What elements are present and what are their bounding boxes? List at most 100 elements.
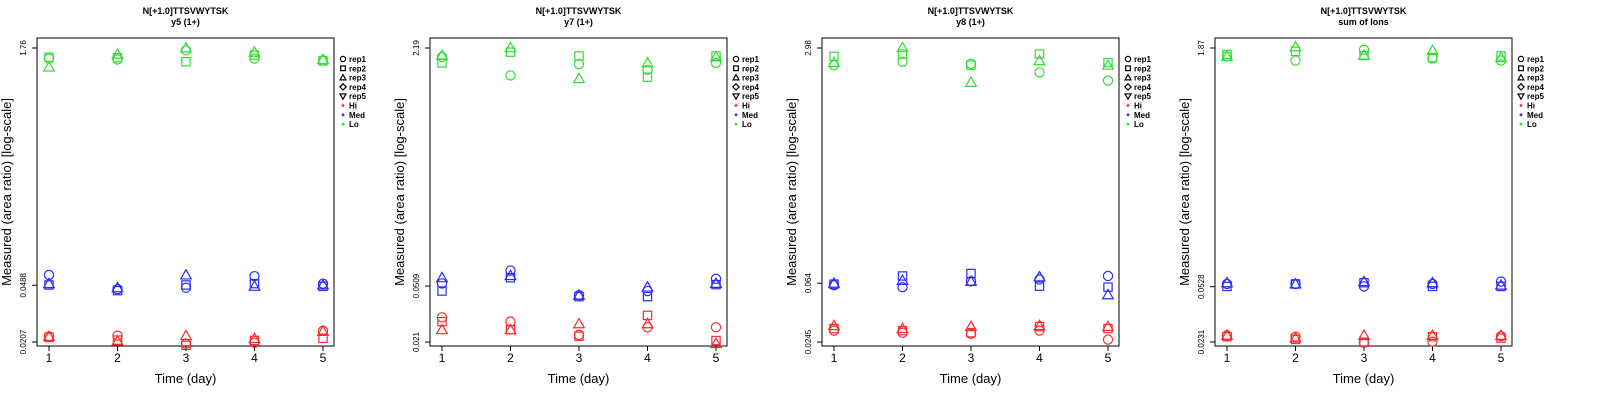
- y-tick-label: 0.0509: [412, 273, 421, 298]
- legend-label: rep4: [1527, 83, 1544, 92]
- data-point: [641, 56, 654, 68]
- legend-marker: [1124, 55, 1132, 63]
- x-tick-label: 4: [1429, 351, 1436, 365]
- data-point: [1495, 276, 1507, 287]
- x-tick-label: 4: [1036, 351, 1043, 365]
- data-point: [504, 41, 517, 53]
- y-axis-label: Measured (area ratio) [log-scale]: [1177, 98, 1192, 286]
- chart-title: N[+1.0]TTSVWYTSK: [143, 6, 229, 16]
- data-point: [964, 320, 978, 332]
- data-point: [641, 317, 654, 329]
- data-point: [316, 52, 330, 65]
- x-tick-label: 5: [320, 351, 327, 365]
- data-point: [1220, 49, 1234, 61]
- data-point: [710, 273, 722, 285]
- data-point: [1101, 58, 1115, 70]
- y-axis-label: Measured (area ratio) [log-scale]: [392, 98, 407, 286]
- y-axis-label: Measured (area ratio) [log-scale]: [784, 98, 799, 286]
- x-axis-label: Time (day): [1333, 371, 1395, 386]
- legend-marker: [1125, 65, 1131, 72]
- data-point: [1220, 328, 1234, 340]
- data-point: [710, 322, 722, 333]
- data-point: [180, 282, 192, 293]
- legend-marker: [1126, 104, 1130, 107]
- legend-label: Med: [349, 111, 365, 120]
- data-point: [827, 276, 841, 288]
- legend-marker: [734, 122, 738, 126]
- legend-marker: [338, 73, 348, 81]
- data-point: [1034, 281, 1045, 291]
- y-tick-label: 2.19: [412, 40, 421, 56]
- legend-marker: [731, 93, 741, 101]
- legend-marker: [1126, 122, 1130, 126]
- data-point: [1494, 328, 1508, 340]
- legend-label: rep2: [742, 64, 759, 73]
- data-point: [1426, 44, 1439, 56]
- legend-marker: [732, 55, 740, 63]
- legend-label: rep3: [349, 74, 366, 83]
- legend-label: rep3: [742, 74, 759, 83]
- x-tick-label: 1: [1224, 351, 1231, 365]
- legend-label: Lo: [1527, 120, 1537, 129]
- data-point: [504, 269, 517, 281]
- legend-label: Lo: [349, 120, 359, 129]
- data-point: [642, 64, 653, 76]
- legend-marker: [341, 122, 345, 126]
- x-axis-label: Time (day): [548, 371, 610, 386]
- legend-label: rep3: [1527, 74, 1544, 83]
- x-tick-label: 3: [576, 351, 583, 365]
- data-point: [1427, 52, 1438, 63]
- legend-label: rep1: [1134, 55, 1151, 64]
- data-point: [249, 278, 260, 289]
- x-tick-label: 5: [1105, 351, 1112, 365]
- y-tick-label: 0.021: [412, 331, 421, 352]
- y-tick-label: 1.87: [1197, 40, 1206, 56]
- data-point: [710, 57, 722, 69]
- data-point: [180, 45, 192, 56]
- data-point: [179, 268, 193, 280]
- data-point: [709, 276, 723, 288]
- data-point: [574, 331, 584, 341]
- data-point: [1427, 336, 1438, 347]
- legend-marker: [1519, 113, 1523, 117]
- data-point: [181, 280, 191, 290]
- chart-title: N[+1.0]TTSVWYTSK: [928, 6, 1014, 16]
- data-point: [437, 286, 447, 296]
- legend-marker: [1516, 93, 1526, 101]
- data-point: [572, 72, 586, 84]
- x-tick-label: 2: [899, 351, 906, 365]
- legend-marker: [341, 104, 345, 107]
- x-tick-label: 5: [1498, 351, 1505, 365]
- data-point: [642, 291, 653, 302]
- data-point: [828, 325, 840, 336]
- legend-marker: [1518, 65, 1524, 72]
- legend-label: rep4: [349, 83, 366, 92]
- plot-frame: [821, 37, 1120, 347]
- legend-label: Hi: [1527, 102, 1535, 111]
- data-point: [711, 335, 721, 346]
- data-point: [42, 277, 56, 289]
- legend-marker: [339, 82, 347, 91]
- legend-marker: [339, 55, 347, 63]
- data-point: [1426, 328, 1439, 340]
- chart-title: N[+1.0]TTSVWYTSK: [536, 6, 622, 16]
- x-tick-label: 2: [114, 351, 121, 365]
- data-point: [1494, 278, 1508, 290]
- data-point: [1034, 49, 1045, 59]
- data-point: [896, 41, 909, 53]
- y-tick-label: 0.0207: [19, 329, 28, 354]
- chart-subtitle: sum of Ions: [1338, 17, 1389, 27]
- legend-marker: [1126, 113, 1130, 117]
- y-tick-label: 0.0245: [804, 329, 813, 354]
- chart-subtitle: y5 (1+): [171, 17, 200, 27]
- legend-label: Med: [1527, 111, 1543, 120]
- data-point: [827, 319, 841, 331]
- data-point: [964, 274, 978, 286]
- data-point: [1033, 54, 1046, 66]
- data-point: [1033, 270, 1046, 282]
- legend-label: Med: [742, 111, 758, 120]
- legend-label: rep2: [349, 64, 366, 73]
